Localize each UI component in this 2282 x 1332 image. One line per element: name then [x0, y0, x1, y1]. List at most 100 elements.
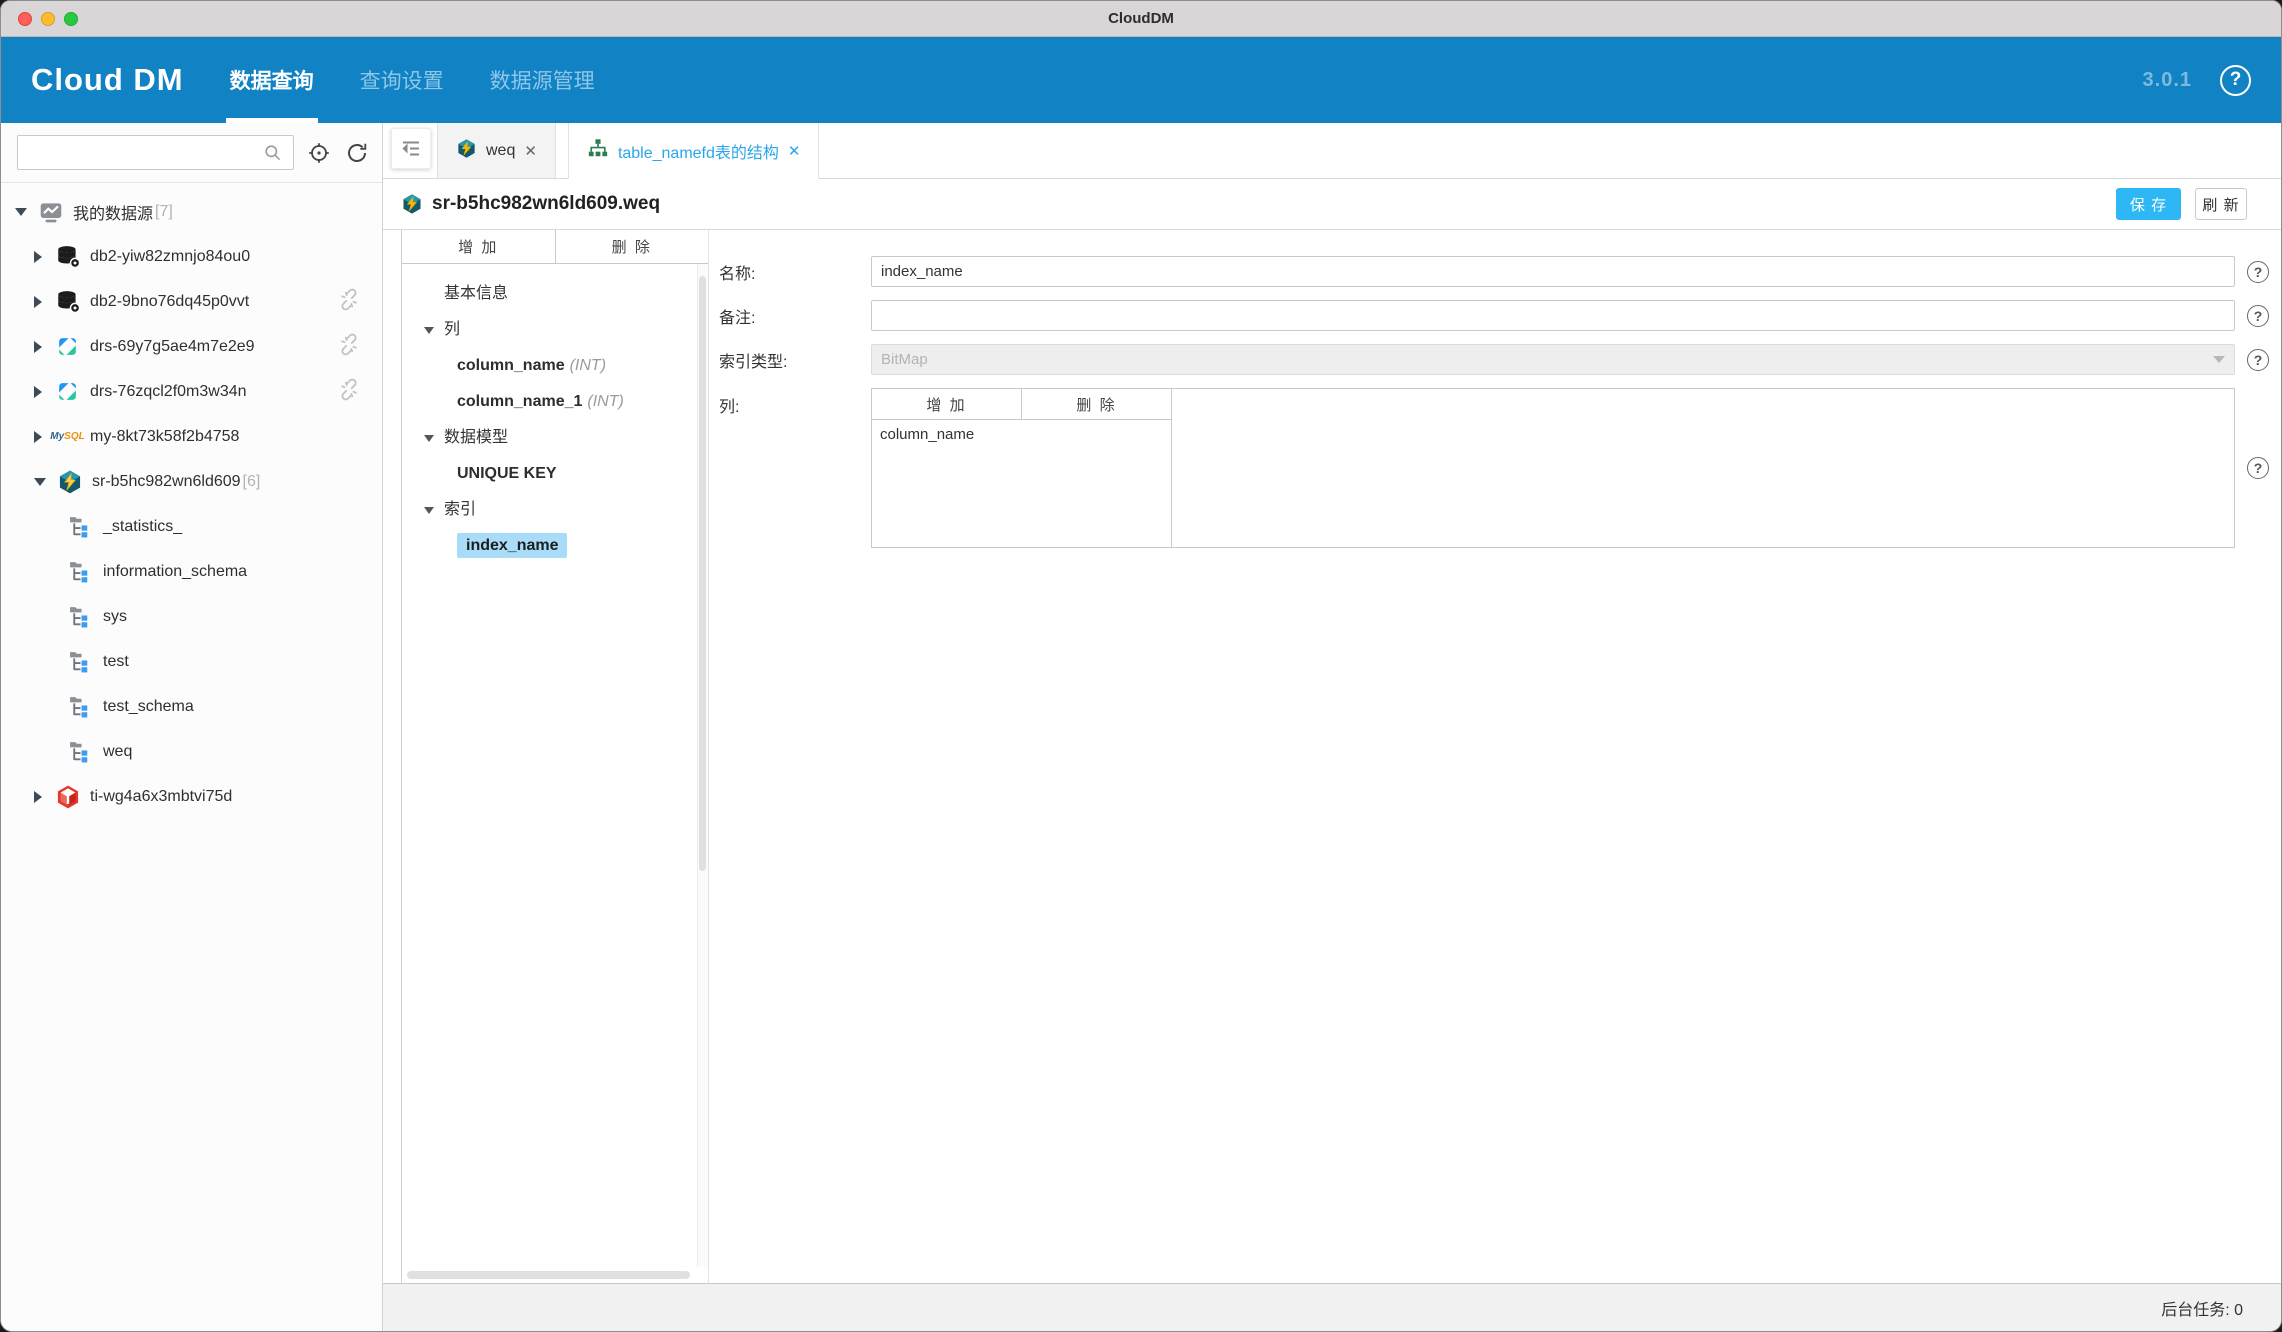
version-label: 3.0.1: [2142, 68, 2192, 91]
nav-item-datasource-management[interactable]: 数据源管理: [489, 70, 595, 93]
close-tab-icon[interactable]: ✕: [524, 142, 537, 160]
minimize-window-button[interactable]: [41, 11, 55, 26]
help-icon[interactable]: ?: [2220, 64, 2251, 96]
node-column-2[interactable]: column_name_1 (INT): [402, 384, 708, 420]
delete-column-button[interactable]: 删 除: [1021, 389, 1171, 419]
expanded-caret-icon[interactable]: [34, 477, 46, 486]
tree-root-my-datasources[interactable]: 我的数据源 [7]: [1, 189, 382, 234]
node-index-selected[interactable]: index_name: [402, 528, 708, 564]
expanded-caret-icon[interactable]: [424, 327, 434, 334]
close-tab-icon[interactable]: ✕: [787, 142, 801, 160]
tidb-icon: [54, 783, 81, 810]
node-label: UNIQUE KEY: [457, 465, 557, 482]
nav-item-data-query[interactable]: 数据查询: [225, 37, 318, 123]
collapsed-caret-icon[interactable]: [34, 250, 42, 263]
node-index-group[interactable]: 索引: [402, 492, 708, 528]
tree-item-label: db2-yiw82zmnjo84ou0: [90, 247, 251, 265]
drs-datasource-icon: [54, 333, 81, 360]
link-broken-icon: [338, 333, 360, 360]
tree-item-label: test_schema: [103, 697, 194, 715]
structure-panel: 增 加 删 除 基本信息 列 column_name (INT) column_n…: [401, 230, 709, 1283]
add-column-button[interactable]: 增 加: [926, 396, 967, 414]
search-box[interactable]: [17, 135, 294, 170]
index-type-select[interactable]: BitMap: [871, 344, 2235, 375]
delete-node-button[interactable]: 删 除: [554, 230, 708, 263]
tab-table-structure[interactable]: table_namefd表的结构 ✕: [567, 123, 820, 179]
tree-item-mysql[interactable]: MySQL my-8kt73k58f2b4758: [1, 414, 382, 459]
tree-item-db2-2[interactable]: db2-9bno76dq45p0vvt: [1, 279, 382, 324]
refresh-button[interactable]: 刷 新: [2195, 188, 2247, 220]
form-row-comment: 备注: ?: [719, 300, 2269, 331]
expanded-caret-icon[interactable]: [15, 207, 27, 216]
collapsed-caret-icon[interactable]: [34, 295, 42, 308]
tree-item-label: my-8kt73k58f2b4758: [90, 427, 240, 445]
add-node-button[interactable]: 增 加: [402, 230, 555, 263]
columns-label: 列:: [719, 399, 740, 416]
schema-icon: [67, 693, 94, 720]
column-name: column_name_1: [457, 393, 583, 410]
node-column-1[interactable]: column_name (INT): [402, 348, 708, 384]
vertical-scrollbar-thumb[interactable]: [699, 276, 706, 871]
tree-item-schema-statistics[interactable]: _statistics_: [1, 504, 382, 549]
comment-input[interactable]: [871, 300, 2235, 331]
node-columns-group[interactable]: 列: [402, 312, 708, 348]
help-hint-icon[interactable]: ?: [2247, 260, 2269, 283]
column-name: column_name: [457, 357, 565, 374]
traffic-lights: [18, 11, 78, 26]
starrocks-icon: [401, 193, 423, 215]
tree-item-label: sr-b5hc982wn6ld609: [92, 472, 241, 490]
workspace: weq ✕ table_namefd表的结构 ✕ sr-b5hc982wn6ld…: [383, 123, 2281, 1331]
background-tasks-label: 后台任务: 0: [2161, 1301, 2243, 1319]
tree-item-label: ti-wg4a6x3mbtvi75d: [90, 787, 233, 805]
save-button[interactable]: 保 存: [2116, 188, 2181, 220]
expanded-caret-icon[interactable]: [424, 507, 434, 514]
tree-item-schema-test-schema[interactable]: test_schema: [1, 684, 382, 729]
collapsed-caret-icon[interactable]: [34, 430, 42, 443]
form-row-index-type: 索引类型: BitMap ?: [719, 344, 2269, 375]
tree-item-count: [6]: [242, 472, 261, 490]
refresh-tree-icon[interactable]: [344, 140, 370, 166]
close-window-button[interactable]: [18, 11, 32, 26]
node-label: 数据模型: [444, 429, 509, 446]
index-name-input[interactable]: [871, 256, 2235, 287]
tree-item-starrocks[interactable]: sr-b5hc982wn6ld609 [6]: [1, 459, 382, 504]
collapsed-caret-icon[interactable]: [34, 340, 42, 353]
tab-weq[interactable]: weq ✕: [437, 123, 556, 178]
help-hint-icon[interactable]: ?: [2247, 304, 2269, 327]
main-nav: 数据查询 查询设置 数据源管理: [225, 37, 595, 123]
index-columns-detail-area: [1172, 389, 2234, 547]
help-hint-icon[interactable]: ?: [2247, 457, 2269, 479]
expanded-caret-icon[interactable]: [424, 435, 434, 442]
tree-item-db2-1[interactable]: db2-yiw82zmnjo84ou0: [1, 234, 382, 279]
tree-item-drs-2[interactable]: drs-76zqcl2f0m3w34n: [1, 369, 382, 414]
index-columns-toolbar: 增 加 删 除: [872, 389, 1171, 420]
app-header: Cloud DM 数据查询 查询设置 数据源管理 3.0.1 ?: [1, 37, 2281, 123]
index-columns-list-panel: 增 加 删 除 column_name: [872, 389, 1172, 547]
tree-item-schema-weq[interactable]: weq: [1, 729, 382, 774]
node-basic-info[interactable]: 基本信息: [444, 285, 509, 302]
zoom-window-button[interactable]: [64, 11, 78, 26]
form-row-name: 名称: ?: [719, 256, 2269, 287]
help-hint-icon[interactable]: ?: [2247, 348, 2269, 371]
window-title: CloudDM: [1108, 10, 1174, 27]
collapsed-caret-icon[interactable]: [34, 790, 42, 803]
nav-item-query-settings[interactable]: 查询设置: [359, 70, 444, 93]
horizontal-scrollbar-thumb[interactable]: [407, 1271, 690, 1279]
drs-datasource-icon: [54, 378, 81, 405]
tree-item-tidb[interactable]: ti-wg4a6x3mbtvi75d: [1, 774, 382, 819]
tree-item-schema-test[interactable]: test: [1, 639, 382, 684]
tree-item-drs-1[interactable]: drs-69y7g5ae4m7e2e9: [1, 324, 382, 369]
search-input[interactable]: [26, 143, 259, 162]
node-data-model-group[interactable]: 数据模型: [402, 420, 708, 456]
collapsed-caret-icon[interactable]: [34, 385, 42, 398]
node-unique-key[interactable]: UNIQUE KEY: [402, 456, 708, 492]
tree-item-schema-information-schema[interactable]: information_schema: [1, 549, 382, 594]
locate-target-icon[interactable]: [306, 140, 332, 166]
tree-item-schema-sys[interactable]: sys: [1, 594, 382, 639]
app-logo: Cloud DM: [31, 62, 184, 97]
index-column-item[interactable]: column_name: [880, 426, 975, 443]
tab-label: table_namefd表的结构: [617, 144, 779, 162]
column-type: (INT): [569, 357, 607, 374]
collapse-sidebar-button[interactable]: [391, 128, 431, 169]
